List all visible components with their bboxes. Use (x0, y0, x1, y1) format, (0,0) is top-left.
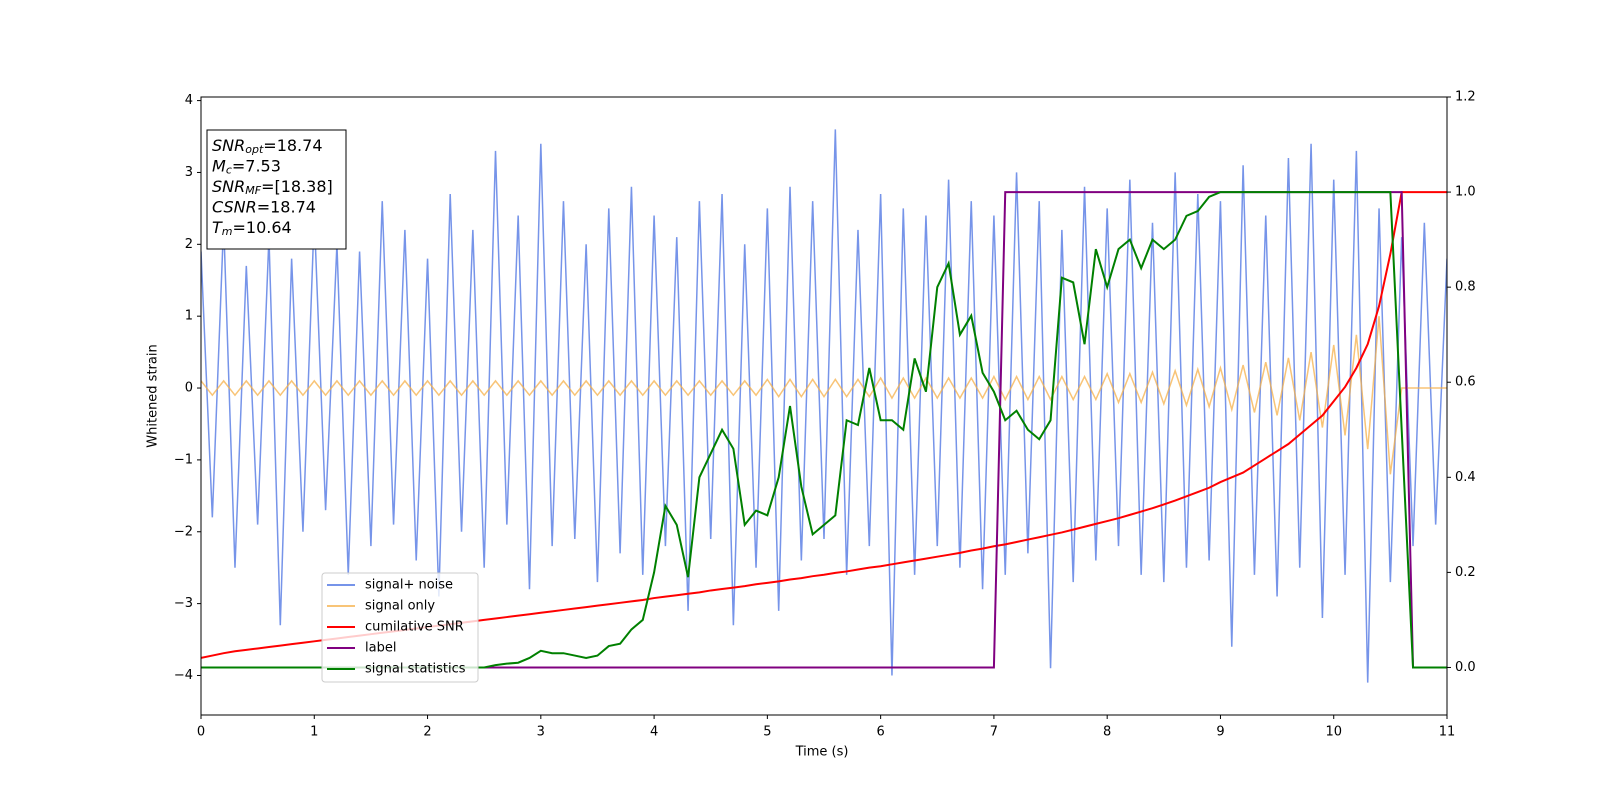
annotation-text: =18.74 (257, 197, 316, 216)
annotation-sub: m (222, 225, 233, 238)
y-tick-label: 2 (185, 237, 193, 252)
y2-tick-label: 0.6 (1455, 375, 1476, 390)
x-tick-label: 3 (537, 725, 545, 740)
annotation-sub: opt (245, 143, 264, 156)
annotation-text: =[18.38] (261, 177, 333, 196)
y-tick-label: 0 (185, 381, 193, 396)
legend-label: signal only (365, 599, 435, 614)
annotation-box (206, 129, 347, 250)
legend-label: signal statistics (365, 662, 466, 677)
x-tick-label: 10 (1325, 725, 1342, 740)
y2-tick-label: 0.0 (1455, 660, 1476, 675)
legend-label: cumilative SNR (365, 620, 464, 635)
annotation-var: M (212, 156, 226, 175)
y-axis-label: Whitened strain (146, 344, 161, 447)
annotation-var: T (212, 218, 223, 237)
y-tick-label: −3 (174, 596, 193, 611)
x-tick-label: 8 (1103, 725, 1111, 740)
annotation-line: Tm=10.64 (212, 218, 292, 239)
annotation-var: CSNR (212, 197, 257, 216)
y-tick-label: −2 (174, 524, 193, 539)
x-tick-label: 11 (1439, 725, 1456, 740)
legend-label: signal+ noise (365, 578, 453, 593)
x-tick-label: 5 (763, 725, 771, 740)
annotation-sub: MF (245, 184, 261, 197)
x-tick-label: 7 (990, 725, 998, 740)
y2-tick-label: 0.4 (1455, 470, 1476, 485)
annotation-line: Mc=7.53 (212, 156, 281, 177)
y-tick-label: 4 (185, 93, 193, 108)
y-tick-label: 1 (185, 309, 193, 324)
annotation-line: SNRopt=18.74 (212, 136, 323, 157)
annotation-var: SNR (212, 177, 245, 196)
y-tick-label: −1 (174, 452, 193, 467)
annotation-var: SNR (212, 136, 245, 155)
annotation: SNRopt=18.74Mc=7.53SNRMF=[18.38]CSNR=18.… (206, 129, 347, 250)
x-axis-label: Time (s) (795, 745, 849, 760)
y2-tick-label: 0.8 (1455, 280, 1476, 295)
annotation-sub: c (226, 164, 232, 177)
x-tick-label: 4 (650, 725, 658, 740)
x-tick-label: 0 (197, 725, 205, 740)
y-tick-label: 3 (185, 165, 193, 180)
legend-label: label (365, 641, 396, 656)
x-tick-label: 9 (1216, 725, 1224, 740)
x-tick-label: 1 (310, 725, 318, 740)
legend: signal+ noise signal only cumilative SNR la… (321, 572, 479, 683)
x-tick-label: 6 (876, 725, 884, 740)
annotation-text: =7.53 (232, 156, 281, 175)
legend-box (321, 572, 479, 683)
y-tick-label: −4 (174, 668, 193, 683)
series-line (201, 129, 1447, 683)
plot-frame (200, 96, 1448, 716)
annotation-line: CSNR=18.74 (212, 197, 316, 216)
y2-tick-label: 1.0 (1455, 185, 1476, 200)
y2-tick-label: 0.2 (1455, 565, 1476, 580)
annotation-text: =10.64 (233, 218, 292, 237)
series-line (201, 316, 1447, 475)
annotation-text: =18.74 (263, 136, 322, 155)
annotation-line: SNRMF=[18.38] (212, 177, 333, 198)
x-tick-label: 2 (423, 725, 431, 740)
y2-tick-label: 1.2 (1455, 90, 1476, 105)
